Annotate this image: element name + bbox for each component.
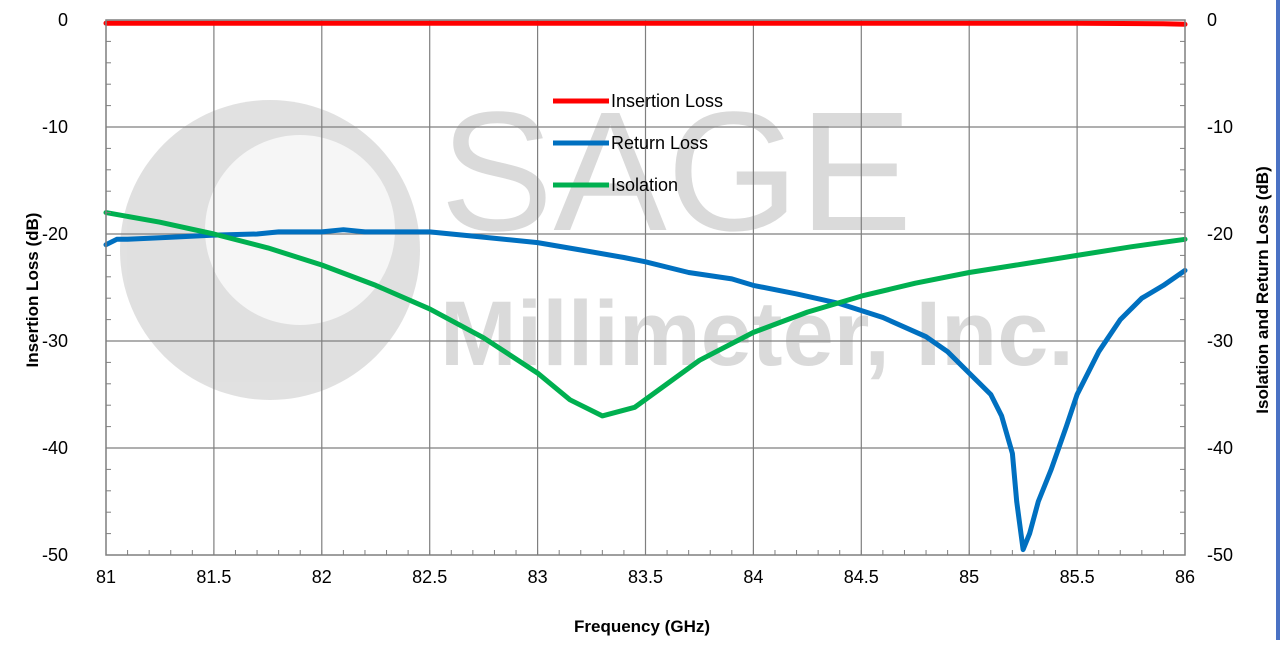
y2-tick-label: -10 xyxy=(1207,117,1233,137)
x-tick-label: 82 xyxy=(312,567,332,587)
x-tick-label: 84.5 xyxy=(844,567,879,587)
watermark-line2: Millimeter, Inc. xyxy=(440,283,1074,385)
y2-axis-title: Isolation and Return Loss (dB) xyxy=(1253,166,1272,413)
x-axis-title: Frequency (GHz) xyxy=(574,617,710,636)
y2-tick-label: -20 xyxy=(1207,224,1233,244)
x-tick-label: 82.5 xyxy=(412,567,447,587)
chart-frame xyxy=(1276,0,1280,640)
x-tick-label: 81.5 xyxy=(196,567,231,587)
legend-label-return-loss: Return Loss xyxy=(611,133,708,153)
axes: 81 81.5 82 82.5 83 83.5 84 84.5 85 85.5 86 0 -10 -20 -… xyxy=(42,10,1233,587)
x-tick-label: 86 xyxy=(1175,567,1195,587)
y-axis-title: Insertion Loss (dB) xyxy=(23,213,42,368)
x-tick-label: 81 xyxy=(96,567,116,587)
y-tick-label: -50 xyxy=(42,545,68,565)
y2-tick-label: -30 xyxy=(1207,331,1233,351)
y-tick-label: 0 xyxy=(58,10,68,30)
y-tick-label: -10 xyxy=(42,117,68,137)
x-tick-label: 85 xyxy=(959,567,979,587)
watermark: SAGE Millimeter, Inc. xyxy=(120,77,1074,400)
x-tick-label: 85.5 xyxy=(1060,567,1095,587)
series-line-isolation xyxy=(103,210,1188,419)
y2-tick-label: -50 xyxy=(1207,545,1233,565)
series-line-return-loss xyxy=(103,227,1188,553)
watermark-line1: SAGE xyxy=(440,77,912,267)
series-group xyxy=(103,20,1188,553)
plot-border xyxy=(105,19,1186,556)
series-line-insertion-loss xyxy=(103,20,1188,27)
legend: Insertion Loss Return Loss Isolation xyxy=(553,91,723,195)
legend-label-isolation: Isolation xyxy=(611,175,678,195)
grid xyxy=(106,20,1185,555)
x-tick-label: 83 xyxy=(528,567,548,587)
y-tick-label: -20 xyxy=(42,224,68,244)
y-tick-label: -40 xyxy=(42,438,68,458)
y2-tick-label: -40 xyxy=(1207,438,1233,458)
legend-label-insertion-loss: Insertion Loss xyxy=(611,91,723,111)
x-tick-label: 83.5 xyxy=(628,567,663,587)
y-tick-label: -30 xyxy=(42,331,68,351)
x-tick-label: 84 xyxy=(743,567,763,587)
y2-tick-label: 0 xyxy=(1207,10,1217,30)
